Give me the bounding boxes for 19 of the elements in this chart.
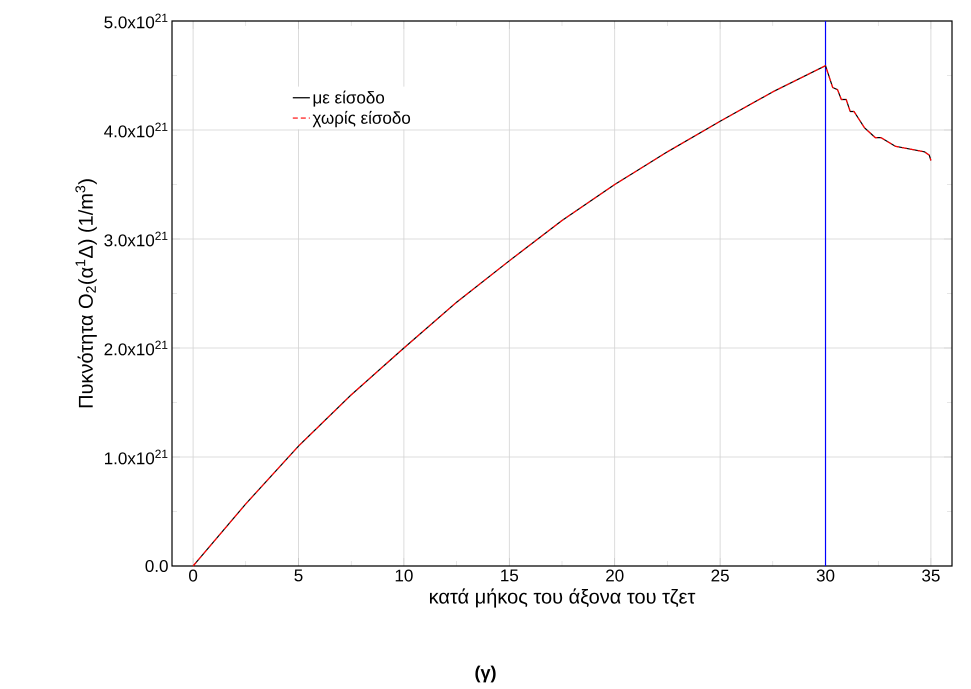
x-tick-label: 35 bbox=[922, 570, 940, 582]
y-tick-label: 1.0x10$^{21}$ bbox=[104, 450, 168, 464]
y-axis-title: Πυκνότητα O$_{2}$(α$^{1}$Δ) (1/m$^{3}$) bbox=[75, 179, 97, 408]
x-tick-label: 30 bbox=[816, 570, 834, 582]
y-tick-label: 4.0x10$^{21}$ bbox=[104, 122, 168, 138]
y-tick-label: 5.0x10$^{21}$ bbox=[104, 14, 168, 28]
x-tick-label: 20 bbox=[606, 570, 624, 582]
x-tick-label: 0 bbox=[189, 570, 198, 582]
x-tick-label: 5 bbox=[294, 570, 302, 582]
y-tick-label: 3.0x10$^{21}$ bbox=[104, 232, 168, 246]
legend-label: με είσοδο bbox=[314, 90, 384, 107]
x-tick-label: 25 bbox=[712, 570, 729, 582]
x-tick-label: 15 bbox=[501, 570, 518, 582]
y-tick-label: 2.0x10$^{21}$ bbox=[104, 340, 168, 356]
x-tick-label: 10 bbox=[396, 570, 413, 582]
y-tick-label: 0.0 bbox=[146, 560, 168, 572]
x-axis-title: κατά μήκος του άξονα του τζετ bbox=[430, 588, 696, 608]
legend-label: χωρίς είσοδο bbox=[312, 110, 410, 128]
text: (γ) bbox=[475, 666, 496, 682]
